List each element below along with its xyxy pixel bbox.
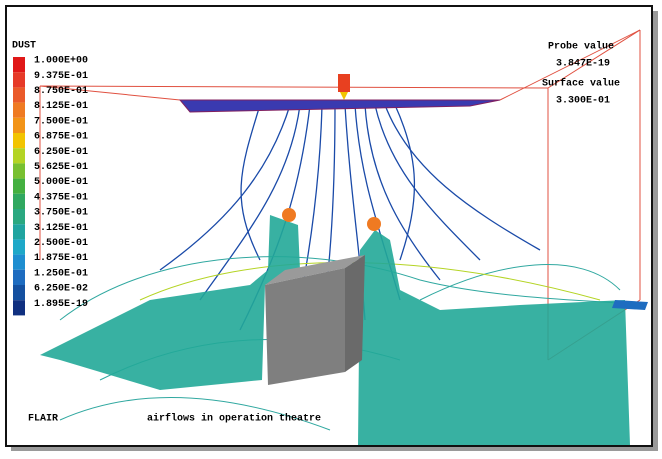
caption: airflows in operation theatre: [147, 413, 321, 425]
legend-label: 7.500E-01: [34, 116, 88, 127]
legend-swatch: [13, 87, 25, 103]
legend-swatch: [13, 193, 25, 209]
legend-label: 6.875E-01: [34, 132, 88, 143]
legend-swatch: [13, 239, 25, 255]
legend: 1.000E+00 9.375E-01 8.750E-01 8.125E-01 7.50…: [13, 56, 88, 316]
legend-swatch: [13, 209, 25, 225]
legend-label: 8.750E-01: [34, 86, 88, 97]
legend-label: 1.000E+00: [34, 56, 88, 67]
legend-title: DUST: [12, 41, 36, 52]
legend-label: 6.250E-01: [34, 147, 88, 158]
legend-swatch: [13, 285, 25, 301]
legend-label: 3.125E-01: [34, 223, 88, 234]
legend-swatch: [13, 148, 25, 164]
legend-label: 5.625E-01: [34, 162, 88, 173]
legend-label: 3.750E-01: [34, 208, 88, 219]
legend-label: 1.895E-19: [34, 299, 88, 310]
legend-swatch: [13, 254, 25, 270]
surface-label: Surface value: [542, 78, 620, 90]
probe-value: 3.847E-19: [556, 59, 610, 70]
legend-swatch: [13, 178, 25, 194]
legend-label: 8.125E-01: [34, 101, 88, 112]
legend-label: 6.250E-02: [34, 284, 88, 295]
legend-label: 9.375E-01: [34, 71, 88, 82]
legend-label: 5.000E-01: [34, 177, 88, 188]
legend-label: 4.375E-01: [34, 192, 88, 203]
probe-label: Probe value: [548, 41, 614, 53]
legend-label: 1.875E-01: [34, 253, 88, 264]
legend-swatch: [13, 300, 25, 316]
legend-swatch: [13, 133, 25, 149]
legend-label: 2.500E-01: [34, 238, 88, 249]
surface-value: 3.300E-01: [556, 96, 610, 107]
legend-swatch: [13, 269, 25, 285]
scene: [39, 29, 648, 445]
legend-swatch: [13, 57, 25, 73]
program-name: FLAIR: [28, 414, 58, 425]
legend-swatch: [13, 163, 25, 179]
legend-swatch: [13, 72, 25, 88]
legend-swatch: [13, 117, 25, 133]
legend-swatch: [13, 224, 25, 240]
legend-label: 1.250E-01: [34, 268, 88, 279]
legend-swatch: [13, 102, 25, 118]
